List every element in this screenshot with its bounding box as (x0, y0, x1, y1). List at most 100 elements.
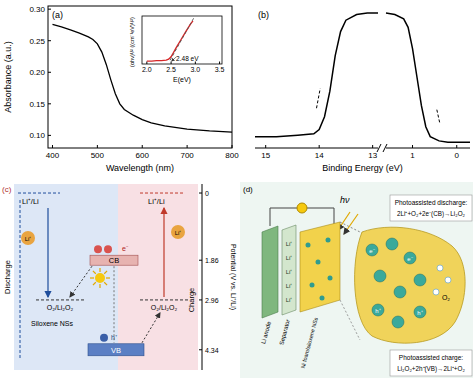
material-label: Siloxene NSs (31, 320, 74, 327)
inset-x-tick-label: 2.5 (166, 66, 176, 73)
hole-label: h⁺ (375, 308, 380, 314)
component-label: Ni foam/siloxene NSs (300, 316, 319, 369)
panel-label: (a) (52, 10, 63, 20)
reaction-text: 2Li⁺+O₂+2e⁻(CB)→Li₂O₂ (397, 210, 466, 218)
ion-label: Li⁺ (286, 269, 293, 275)
x-tick-label: 400 (46, 151, 60, 160)
bulb (297, 203, 307, 213)
discharge-region (14, 184, 118, 370)
redox-level (140, 299, 188, 300)
o2-bubble (437, 265, 443, 271)
plot-frame (48, 6, 232, 148)
plot-area (255, 13, 470, 142)
ion-label: Li⁺ (25, 236, 32, 242)
hole-label: h⁺ (417, 310, 422, 316)
li-label: Li⁺/Li (148, 197, 165, 206)
ion-label: Li⁺ (286, 297, 293, 303)
light-ray (344, 214, 358, 234)
y-tick (48, 135, 51, 136)
x-tick-label: 700 (180, 151, 194, 160)
sun-ray (93, 271, 96, 274)
panel-label: (d) (243, 185, 253, 194)
sun-ray (99, 284, 100, 288)
x-tick-label: 13 (368, 151, 377, 160)
siloxene-particle (328, 276, 333, 281)
li-level (18, 193, 60, 194)
separator (282, 225, 296, 315)
conduction-band (90, 255, 138, 265)
x-tick-label: 15 (261, 151, 270, 160)
y-tick (48, 103, 51, 104)
inset-x-tick-label: 3.0 (190, 66, 200, 73)
band-gap-annotation: 2.48 eV (176, 55, 199, 62)
x-tick-label: 800 (225, 151, 239, 160)
siloxene-sheet (414, 306, 426, 318)
x-tick-label: 0 (455, 151, 460, 160)
reaction-text: Li₂O₂+2h⁺(VB)→2Li⁺+O₂ (397, 365, 465, 373)
potential-tick (199, 260, 202, 261)
siloxene-particle (306, 243, 311, 248)
siloxene-sheet (372, 304, 384, 316)
siloxene-sheet (414, 274, 426, 286)
cb-label: CB (109, 256, 119, 265)
discharge-arrow (47, 208, 48, 297)
potential-axis-label: Potential (V vs. Li⁺/Li) (229, 244, 237, 310)
sun-ray (104, 271, 107, 274)
siloxene-sheet (374, 270, 386, 282)
sun-ray (90, 277, 94, 278)
li-anode (262, 226, 278, 318)
electron (94, 245, 102, 253)
inset-frame (142, 16, 222, 64)
x-tick (232, 145, 233, 148)
sun-ray (93, 282, 96, 285)
panel-label: (c) (2, 185, 12, 194)
inset-x-tick-label: 2.0 (142, 66, 152, 73)
x-tick (319, 145, 320, 148)
potential-tick-label: 1.86 (205, 257, 219, 264)
light-label: hν (340, 195, 350, 205)
discharge-box (390, 195, 472, 221)
x-axis-line (386, 148, 470, 149)
inset-y-label: (αhν)¹/² ((cm⁻¹eV)¹/²) (129, 17, 135, 67)
potential-tick-label: 0 (205, 190, 209, 197)
potential-tick-label: 4.34 (205, 347, 219, 354)
hole (100, 334, 108, 342)
siloxene-particle (326, 238, 331, 243)
figure: 4005006007008000.100.150.200.250.30Wavel… (0, 0, 474, 379)
inset-x-tick-label: 3.5 (215, 66, 225, 73)
zoom-line (340, 222, 360, 232)
x-tick (142, 145, 143, 148)
siloxene-particle (316, 260, 321, 265)
x-tick-label: 500 (91, 151, 105, 160)
li-ion (171, 225, 185, 239)
siloxene-sheet (366, 244, 378, 256)
y-axis-label: Absorbance (a.u.) (3, 41, 13, 113)
charge-arrow (163, 208, 164, 297)
li-level (140, 193, 185, 194)
x-tick (372, 145, 373, 148)
ion-label: Li⁺ (286, 241, 293, 247)
electron-transfer (70, 266, 92, 297)
electron-label: e⁻ (407, 256, 412, 262)
electron-label: e⁻ (369, 248, 374, 254)
inset-x-label: E(eV) (173, 76, 191, 84)
annotation-arrow (172, 57, 177, 61)
ion-label: Li⁺ (286, 255, 293, 261)
y-tick-label: 0.25 (29, 37, 45, 46)
charge-box (390, 350, 472, 376)
discharge-label: Discharge (3, 260, 12, 294)
reaction-title: Photoassisted charge: (399, 354, 464, 362)
inset-x-tick (146, 62, 147, 65)
potential-tick (199, 299, 202, 300)
y-tick (48, 9, 51, 10)
potential-tick (199, 349, 202, 350)
component-label: Separator (278, 319, 291, 346)
x-tick-label: 1 (410, 151, 415, 160)
schematic-background (240, 182, 473, 378)
x-axis-label: Wavelength (nm) (106, 163, 174, 173)
siloxene-sheet (394, 286, 406, 298)
x-tick (265, 145, 266, 148)
li-label: Li⁺/Li (22, 197, 39, 206)
circuit-line (20, 200, 21, 358)
x-axis-label: Binding Energy (eV) (322, 163, 403, 173)
